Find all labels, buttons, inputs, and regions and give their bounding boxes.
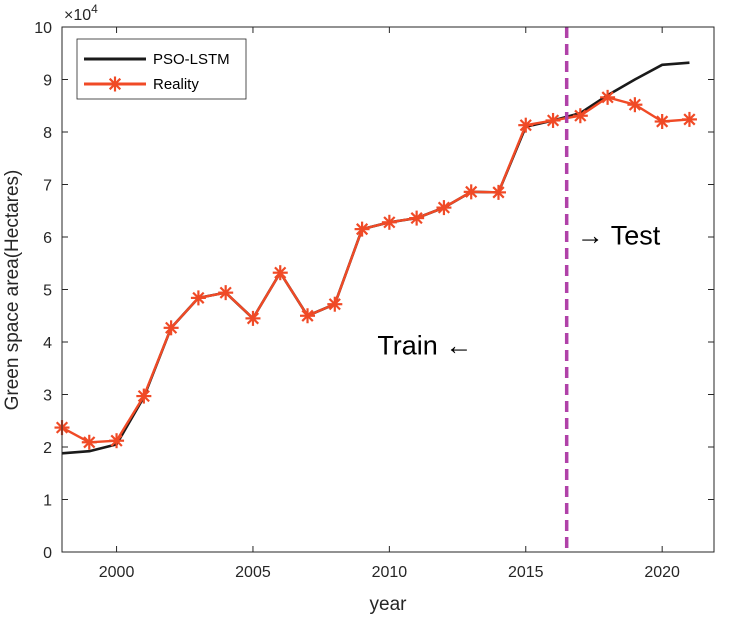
x-tick-label: 2005 bbox=[235, 564, 271, 581]
legend-marker-reality bbox=[107, 76, 123, 92]
data-point-reality bbox=[436, 200, 452, 216]
data-point-reality-stroke bbox=[328, 298, 341, 311]
x-tick-label: 2020 bbox=[644, 564, 680, 581]
y-exponent-label: ×104 bbox=[64, 2, 98, 24]
data-point-reality bbox=[627, 97, 643, 113]
data-point-reality bbox=[245, 310, 261, 326]
data-point-reality bbox=[381, 214, 397, 230]
plot-content bbox=[54, 27, 697, 552]
plot-area bbox=[62, 27, 714, 552]
data-point-reality bbox=[600, 89, 616, 105]
data-point-reality-stroke bbox=[192, 291, 205, 304]
axes: 2000 2005 2010 2015 2020 0 1 2 3 4 5 6 7 8 9 10 bbox=[34, 20, 714, 581]
y-tick-label: 3 bbox=[43, 388, 52, 405]
data-point-reality-stroke bbox=[246, 312, 260, 325]
data-point-reality-stroke bbox=[519, 119, 532, 132]
data-point-reality-stroke bbox=[492, 186, 505, 199]
data-point-reality-stroke bbox=[301, 309, 314, 322]
data-point-reality bbox=[572, 108, 588, 124]
data-point-reality-stroke bbox=[165, 321, 178, 334]
data-point-reality bbox=[190, 290, 206, 306]
data-point-reality bbox=[681, 111, 697, 127]
data-point-reality bbox=[463, 184, 479, 200]
data-point-reality-stroke bbox=[601, 91, 614, 104]
data-point-reality-stroke bbox=[83, 436, 96, 449]
annotation-test: → Test bbox=[577, 220, 661, 250]
y-tick-label: 8 bbox=[43, 125, 52, 142]
legend-label-reality: Reality bbox=[153, 76, 199, 93]
y-tick-label: 2 bbox=[43, 440, 52, 457]
data-point-reality-stroke bbox=[656, 115, 669, 128]
y-exponent-power: 4 bbox=[91, 2, 98, 16]
data-point-reality-stroke bbox=[219, 286, 232, 299]
data-point-reality bbox=[136, 388, 152, 404]
annotation-train: Train ← bbox=[377, 331, 472, 361]
data-point-reality-stroke bbox=[683, 113, 696, 126]
data-point-reality-stroke bbox=[410, 212, 423, 225]
y-tick-label: 6 bbox=[43, 230, 52, 247]
data-point-reality bbox=[327, 296, 343, 312]
legend: PSO-LSTM Reality bbox=[76, 38, 247, 100]
data-point-reality-stroke bbox=[356, 223, 369, 236]
legend-label-pso-lstm: PSO-LSTM bbox=[153, 51, 230, 68]
data-point-reality-stroke bbox=[137, 389, 150, 403]
legend-marker-reality-glyph bbox=[107, 76, 123, 92]
y-tick-label: 0 bbox=[43, 545, 52, 562]
data-point-reality-stroke bbox=[110, 434, 123, 447]
y-tick-label: 5 bbox=[43, 283, 52, 300]
data-point-reality-stroke bbox=[574, 109, 587, 122]
data-point-reality bbox=[163, 320, 179, 336]
y-tick-label: 7 bbox=[43, 178, 52, 195]
y-tick-label: 4 bbox=[43, 335, 52, 352]
y-exponent-base: ×10 bbox=[64, 7, 91, 24]
y-tick-label: 10 bbox=[34, 20, 52, 37]
legend-box bbox=[76, 38, 247, 100]
data-point-reality bbox=[409, 210, 425, 226]
data-point-reality-stroke bbox=[546, 114, 560, 127]
data-point-reality-stroke bbox=[383, 216, 396, 229]
y-tick-label: 1 bbox=[43, 493, 52, 510]
data-point-reality bbox=[354, 221, 370, 237]
data-point-reality-stroke bbox=[465, 185, 478, 198]
data-point-reality bbox=[218, 285, 234, 301]
y-tick-label: 9 bbox=[43, 73, 52, 90]
data-point-reality bbox=[81, 434, 97, 450]
data-point-reality bbox=[654, 114, 670, 129]
legend-marker-reality-glyph-stroke bbox=[108, 77, 122, 91]
data-point-reality bbox=[109, 433, 125, 449]
x-axis-label: year bbox=[370, 594, 408, 615]
data-point-reality-stroke bbox=[628, 98, 641, 111]
x-tick-label: 2000 bbox=[99, 564, 135, 581]
y-axis-label: Green space area(Hectares) bbox=[2, 170, 23, 411]
data-point-reality bbox=[490, 184, 506, 200]
x-tick-label: 2010 bbox=[372, 564, 408, 581]
data-point-reality bbox=[272, 265, 288, 281]
data-point-reality bbox=[300, 308, 316, 324]
data-point-reality bbox=[545, 112, 561, 128]
x-tick-label: 2015 bbox=[508, 564, 544, 581]
data-point-reality-stroke bbox=[274, 266, 287, 279]
data-point-reality-stroke bbox=[437, 201, 451, 214]
data-point-reality bbox=[518, 117, 534, 133]
